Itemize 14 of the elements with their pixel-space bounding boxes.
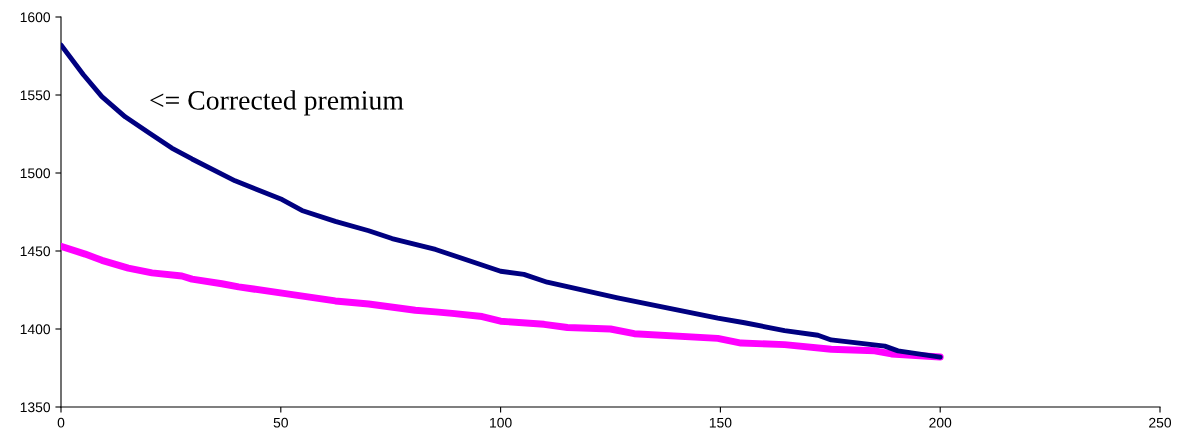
y-tick-label: 1600 <box>20 12 51 23</box>
annotation: <= Corrected premium <box>150 90 404 116</box>
y-tick-label: 1350 <box>20 402 51 413</box>
x-tick-label: 50 <box>273 417 288 428</box>
x-tick-label: 0 <box>57 417 65 428</box>
y-tick-label: 1550 <box>20 90 51 101</box>
y-tick-label: 1400 <box>20 324 51 335</box>
x-tick-label: 250 <box>1149 417 1172 428</box>
y-tick-label: 1450 <box>20 246 51 257</box>
x-tick-label: 150 <box>709 417 732 428</box>
x-tick-label: 100 <box>490 417 512 428</box>
x-tick-label: 200 <box>929 417 952 428</box>
line-series <box>61 42 943 360</box>
y-tick-label: 1500 <box>20 168 51 179</box>
